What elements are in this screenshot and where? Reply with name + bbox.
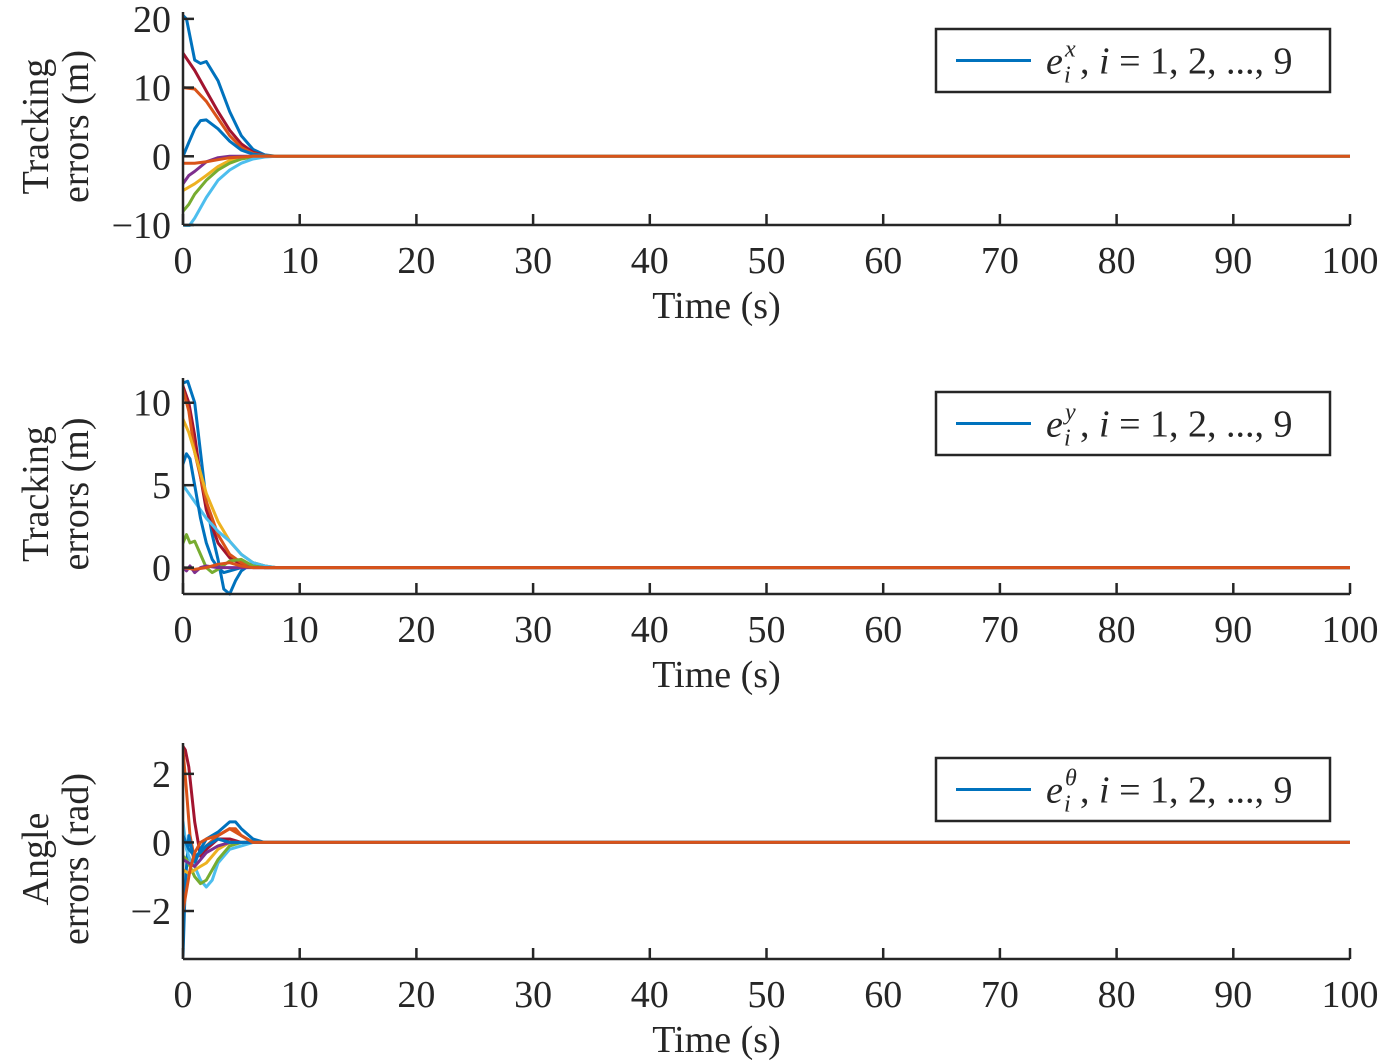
x-tick-label: 20 xyxy=(397,240,435,282)
series-line-6 xyxy=(183,840,1350,875)
y-tick-label: 10 xyxy=(133,68,171,110)
y-axis-title-line: Tracking xyxy=(15,59,57,195)
x-tick-label: 20 xyxy=(397,609,435,651)
y-tick-label: 2 xyxy=(152,754,171,796)
legend-symbol: e xyxy=(1046,404,1063,446)
subplot-2: 0 10 20 30 40 50 60 70 80 90 100 0 5 10 Time (s) Tracki… xyxy=(15,378,1379,696)
x-tick-label: 0 xyxy=(174,609,193,651)
legend-subscript: i xyxy=(1064,426,1071,452)
x-axis-title: Time (s) xyxy=(652,654,780,696)
x-tick-label: 80 xyxy=(1098,240,1136,282)
legend-subscript: i xyxy=(1064,792,1071,818)
y-axis-title-line: errors (m) xyxy=(55,418,97,571)
series-group xyxy=(183,744,1350,958)
legend: e xi , i = 1, 2, ..., 9 xyxy=(934,27,1332,94)
x-tick-label: 30 xyxy=(514,974,552,1016)
series-line-6 xyxy=(183,452,1350,575)
x-tick-label: 40 xyxy=(631,609,669,651)
x-tick-label: 0 xyxy=(174,240,193,282)
x-tick-label: 30 xyxy=(514,609,552,651)
y-axis-title-line: errors (m) xyxy=(55,50,97,203)
x-tick-label: 10 xyxy=(281,240,319,282)
x-axis-title: Time (s) xyxy=(652,1019,780,1061)
y-tick-label: 20 xyxy=(133,0,171,41)
x-axis-title: Time (s) xyxy=(652,285,780,327)
x-tick-label: 60 xyxy=(864,609,902,651)
series-line-5 xyxy=(183,483,1350,570)
x-tick-label: 90 xyxy=(1214,609,1252,651)
y-axis-title: Trackingerrors (m) xyxy=(15,418,97,571)
legend: e yi , i = 1, 2, ..., 9 xyxy=(934,390,1332,457)
x-tick-label: 80 xyxy=(1098,609,1136,651)
legend-symbol: e xyxy=(1046,770,1063,812)
x-tick-label: 100 xyxy=(1322,609,1379,651)
y-tick-label: 0 xyxy=(152,548,171,590)
x-tick-label: 80 xyxy=(1098,974,1136,1016)
y-tick-label: −2 xyxy=(131,891,171,933)
x-tick-label: 10 xyxy=(281,974,319,1016)
series-line-7 xyxy=(183,840,1350,868)
x-tick-label: 70 xyxy=(981,609,1019,651)
series-line-4 xyxy=(183,820,1350,889)
x-tick-label: 40 xyxy=(631,240,669,282)
x-tick-label: 100 xyxy=(1322,974,1379,1016)
x-tick-label: 60 xyxy=(864,974,902,1016)
x-tick-label: 50 xyxy=(748,609,786,651)
y-tick-label: 0 xyxy=(152,822,171,864)
y-axis-title-line: Angle xyxy=(15,813,57,906)
legend-symbol: e xyxy=(1046,41,1063,83)
x-tick-label: 100 xyxy=(1322,240,1379,282)
series-line-4 xyxy=(183,118,1350,158)
x-tick-label: 70 xyxy=(981,240,1019,282)
legend: e θi , i = 1, 2, ..., 9 xyxy=(934,756,1332,823)
series-line-6 xyxy=(183,154,1350,193)
x-tick-label: 10 xyxy=(281,609,319,651)
series-line-7 xyxy=(183,154,1350,213)
series-line-3 xyxy=(183,86,1350,158)
series-line-7 xyxy=(183,533,1350,575)
legend-superscript: θ xyxy=(1065,766,1077,792)
x-tick-label: 70 xyxy=(981,974,1019,1016)
y-axis-title: Angleerrors (rad) xyxy=(15,773,97,945)
series-group xyxy=(183,379,1350,596)
x-tick-label: 20 xyxy=(397,974,435,1016)
legend-label: , i = 1, 2, ..., 9 xyxy=(1080,41,1293,83)
y-axis-title-line: Tracking xyxy=(15,426,57,562)
y-tick-label: 10 xyxy=(133,383,171,425)
legend-superscript: y xyxy=(1063,400,1076,426)
x-tick-label: 40 xyxy=(631,974,669,1016)
y-tick-label: 0 xyxy=(152,136,171,178)
series-group xyxy=(183,13,1350,227)
y-axis-title: Trackingerrors (m) xyxy=(15,50,97,203)
x-tick-label: 0 xyxy=(174,974,193,1016)
x-tick-label: 90 xyxy=(1214,240,1252,282)
y-tick-label: 5 xyxy=(152,465,171,507)
x-tick-label: 50 xyxy=(748,974,786,1016)
x-tick-label: 90 xyxy=(1214,974,1252,1016)
series-line-9 xyxy=(183,827,1350,913)
series-line-9 xyxy=(183,154,1350,165)
x-tick-label: 60 xyxy=(864,240,902,282)
y-tick-label: −10 xyxy=(112,205,171,247)
legend-superscript: x xyxy=(1064,37,1076,63)
series-line-5 xyxy=(183,154,1350,186)
legend-label: , i = 1, 2, ..., 9 xyxy=(1080,770,1293,812)
x-tick-label: 50 xyxy=(748,240,786,282)
series-line-8 xyxy=(183,834,1350,858)
legend-label: , i = 1, 2, ..., 9 xyxy=(1080,404,1293,446)
legend-subscript: i xyxy=(1064,63,1071,89)
series-line-5 xyxy=(183,840,1350,886)
x-tick-label: 30 xyxy=(514,240,552,282)
series-line-9 xyxy=(183,561,1350,571)
y-axis-title-line: errors (rad) xyxy=(55,773,97,945)
